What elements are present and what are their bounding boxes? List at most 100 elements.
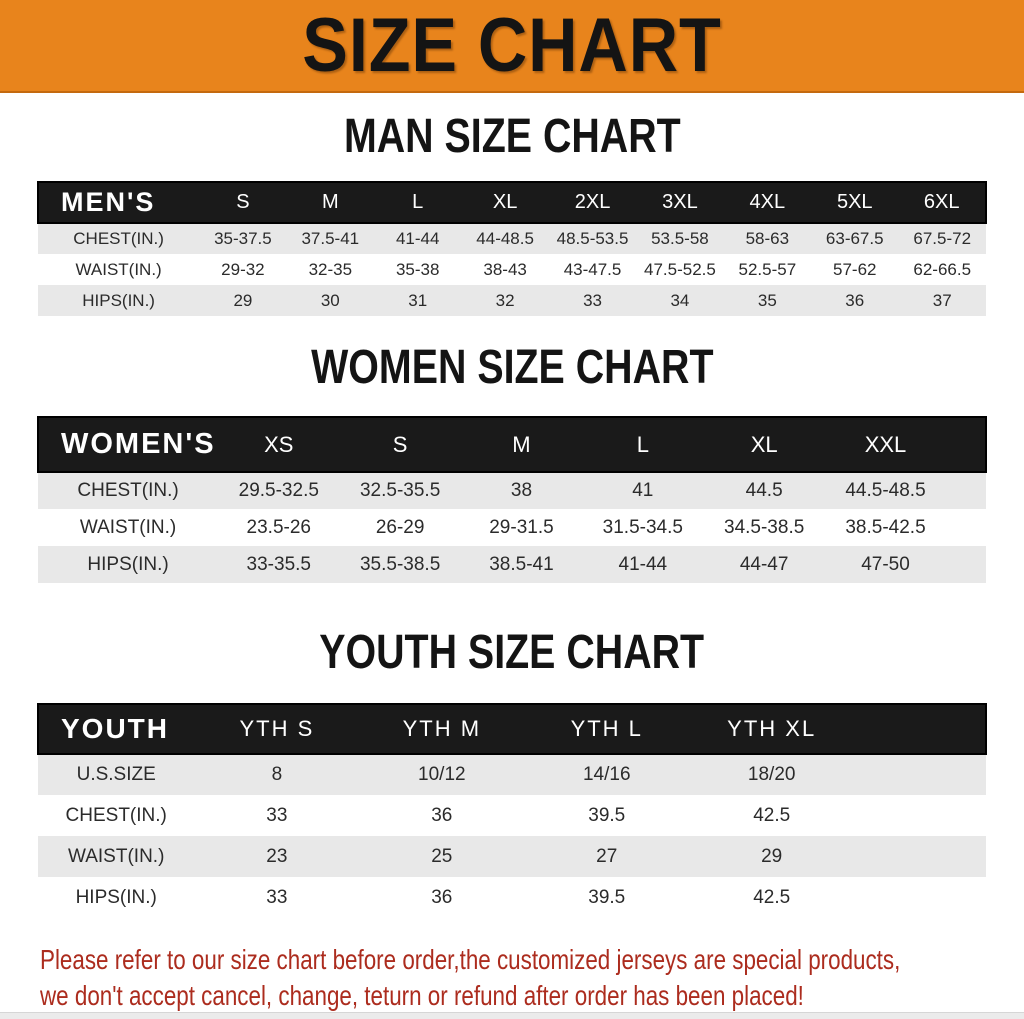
size-value-cell: 18/20 [747,764,796,785]
row-label: WAIST(IN.) [79,516,177,538]
size-value-cell: 44-48.5 [476,229,534,248]
size-value-cell: 35-38 [395,259,440,279]
size-column-header: YTH S [194,703,360,755]
table-row: WAIST(IN.) 23.5-26 26-29 29-31.5 31.5-34.5 34… [38,509,986,546]
man-size-chart-section: MAN SIZE CHART MEN'S S M L XL 2XL 3XL 4XL 5XL 6XL C… [0,93,1024,316]
table-header-row: MEN'S S M L XL 2XL 3XL 4XL 5XL 6XL [36,181,987,224]
size-value-cell: 41-44 [618,553,668,575]
row-label: CHEST(IN.) [65,804,167,826]
size-value-cell: 58-63 [745,229,790,248]
spacer-cell [946,546,986,583]
spacer-cell [854,877,986,918]
size-column-header: L [374,181,462,224]
size-value-cell: 29 [233,290,253,310]
page-title: SIZE CHART [302,3,722,88]
size-value-cell: 47-50 [861,553,910,575]
size-column-header: YTH M [359,703,525,755]
size-column-header: YTH L [524,703,690,755]
section-heading: MAN SIZE CHART [0,93,1024,161]
sections: MAN SIZE CHART MEN'S S M L XL 2XL 3XL 4XL 5XL 6XL C… [0,93,1024,918]
table-header-row: WOMEN'S XS S M L XL XXL [36,416,987,473]
table-row: CHEST(IN.) 29.5-32.5 32.5-35.5 38 41 44.5 44.5… [38,472,986,509]
disclaimer-line-1: Please refer to our size chart before or… [40,944,901,975]
section-heading: WOMEN SIZE CHART [0,316,1024,392]
size-value-cell: 34 [670,290,690,310]
size-column-header: YTH XL [689,703,855,755]
size-value-cell: 38 [510,480,533,501]
size-value-cell: 39.5 [588,886,626,908]
size-value-cell: 26-29 [375,516,425,538]
size-value-cell: 36 [431,886,453,908]
size-value-cell: 29 [761,845,783,867]
size-value-cell: 47.5-52.5 [644,259,716,279]
size-column-header: XXL [824,416,947,473]
youth-size-chart-section: YOUTH SIZE CHART YOUTH YTH S YTH M YTH L YTH … [0,583,1024,918]
row-label: HIPS(IN.) [75,886,157,908]
size-column-header: M [460,416,583,473]
size-column-header: L [582,416,704,473]
size-value-cell: 42.5 [753,886,791,908]
spacer-cell [946,509,986,546]
spacer-cell [854,703,987,755]
table-header-row: YOUTH YTH S YTH M YTH L YTH XL [36,703,987,755]
man-size-chart-table: MEN'S S M L XL 2XL 3XL 4XL 5XL 6XL CHEST(IN.) 35-37… [36,181,987,316]
section-heading: YOUTH SIZE CHART [0,583,1024,677]
table-header-label: WOMEN'S [36,416,219,473]
size-value-cell: 67.5-72 [913,229,972,248]
size-value-cell: 23 [266,845,288,867]
size-column-header: 5XL [811,181,899,224]
size-value-cell: 38-43 [483,259,527,279]
table-row: U.S.SIZE 8 10/12 14/16 18/20 [38,754,986,795]
size-value-cell: 36 [431,804,453,826]
table-row: WAIST(IN.) 29-32 32-35 35-38 38-43 43-47.5 47.… [38,254,986,285]
size-column-header: M [286,181,375,224]
size-value-cell: 42.5 [753,804,791,826]
section-heading-text: YOUTH SIZE CHART [319,626,705,679]
row-label: WAIST(IN.) [75,259,162,279]
row-label: WAIST(IN.) [68,845,165,867]
table-header-label: MEN'S [36,181,200,224]
size-value-cell: 48.5-53.5 [556,229,629,248]
size-value-cell: 63-67.5 [825,229,884,248]
size-column-header: S [199,181,287,224]
size-value-cell: 39.5 [588,804,626,826]
size-value-cell: 52.5-57 [738,259,797,279]
section-heading-text: WOMEN SIZE CHART [310,341,714,394]
row-label: HIPS(IN.) [87,553,169,575]
size-column-header: XL [461,181,549,224]
size-value-cell: 35 [757,290,777,310]
size-value-cell: 37 [932,290,952,310]
spacer-cell [946,416,987,473]
banner: SIZE CHART [0,0,1024,93]
size-value-cell: 38.5-42.5 [845,516,926,538]
size-value-cell: 33 [583,290,602,310]
table-row: HIPS(IN.) 29 30 31 32 33 34 35 36 37 [38,285,986,316]
size-value-cell: 38.5-41 [489,553,554,575]
size-value-cell: 23.5-26 [246,516,311,538]
size-value-cell: 44-47 [739,553,789,575]
row-label: HIPS(IN.) [82,290,155,310]
table-row: HIPS(IN.) 33 36 39.5 42.5 [38,877,986,918]
size-value-cell: 32-35 [308,259,353,279]
size-value-cell: 32 [495,290,515,310]
size-value-cell: 31.5-34.5 [602,516,683,538]
size-value-cell: 37.5-41 [301,229,360,248]
spacer-cell [854,836,986,877]
size-value-cell: 29-31.5 [489,516,554,538]
women-size-chart-section: WOMEN SIZE CHART WOMEN'S XS S M L XL XXL CHEST(I… [0,316,1024,583]
size-value-cell: 53.5-58 [651,229,709,248]
size-value-cell: 29-32 [221,259,265,279]
table-row: WAIST(IN.) 23 25 27 29 [38,836,986,877]
size-value-cell: 10/12 [418,764,466,785]
size-value-cell: 27 [596,845,618,867]
size-value-cell: 32.5-35.5 [359,480,441,501]
size-value-cell: 33 [266,804,288,826]
table-row: HIPS(IN.) 33-35.5 35.5-38.5 38.5-41 41-44 44-… [38,546,986,583]
table-row: CHEST(IN.) 35-37.5 37.5-41 41-44 44-48.5 48.5… [38,223,986,254]
size-value-cell: 35-37.5 [214,229,272,248]
size-value-cell: 41-44 [395,229,440,248]
row-label: U.S.SIZE [76,764,156,785]
table-row: CHEST(IN.) 33 36 39.5 42.5 [38,795,986,836]
size-value-cell: 44.5-48.5 [845,480,926,501]
size-value-cell: 41 [632,480,654,501]
